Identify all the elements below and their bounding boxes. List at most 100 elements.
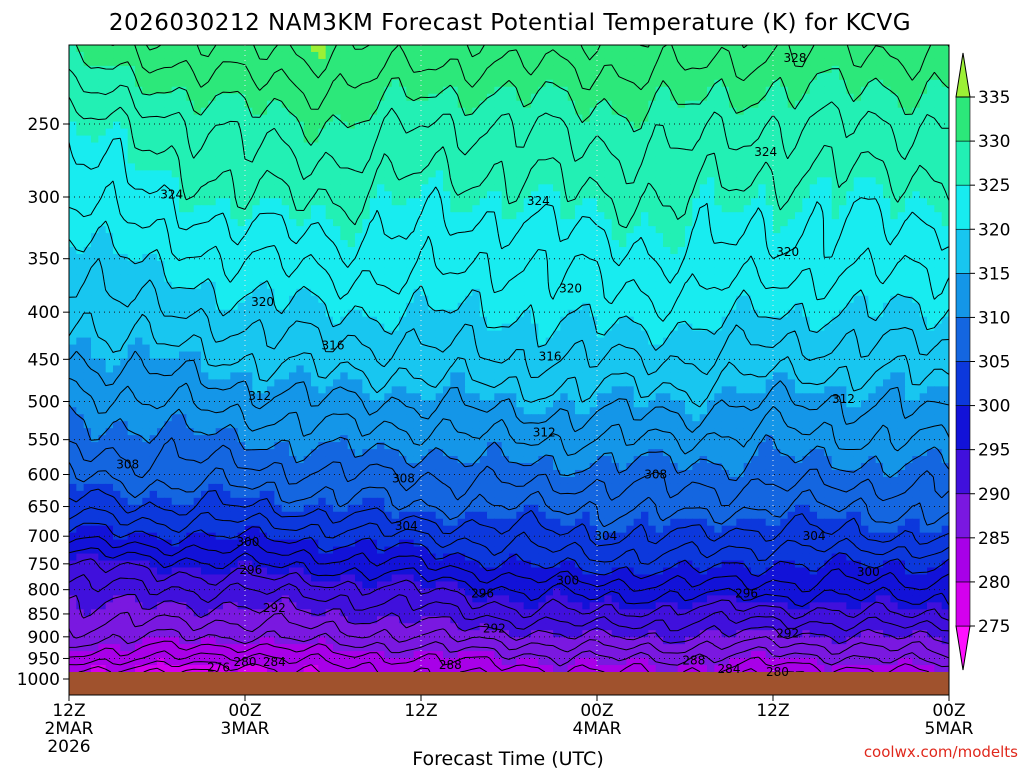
theta-fill-cell xyxy=(355,316,363,325)
theta-fill-cell xyxy=(472,316,481,325)
theta-fill-cell xyxy=(76,226,85,234)
theta-fill-cell xyxy=(399,121,407,130)
theta-fill-cell xyxy=(186,93,195,102)
theta-fill-cell xyxy=(934,260,943,269)
theta-fill-cell xyxy=(780,58,789,67)
theta-fill-cell xyxy=(751,45,759,53)
theta-fill-cell xyxy=(575,170,583,178)
theta-fill-cell xyxy=(692,219,701,227)
theta-fill-cell xyxy=(223,323,231,332)
theta-fill-cell xyxy=(428,323,437,332)
theta-fill-cell xyxy=(523,114,532,123)
theta-fill-cell xyxy=(179,260,187,269)
theta-fill-cell xyxy=(289,198,297,206)
theta-fill-cell xyxy=(619,163,627,171)
theta-fill-cell xyxy=(76,316,85,325)
theta-fill-cell xyxy=(347,72,356,81)
theta-fill-cell xyxy=(252,100,261,109)
theta-fill-cell xyxy=(450,212,459,220)
theta-fill-cell xyxy=(758,114,767,123)
theta-fill-cell xyxy=(780,254,789,262)
theta-fill-cell xyxy=(289,274,297,283)
theta-fill-cell xyxy=(846,288,855,297)
theta-fill-cell xyxy=(817,100,825,109)
theta-fill-cell xyxy=(83,107,92,116)
theta-fill-cell xyxy=(157,72,165,81)
theta-fill-cell xyxy=(795,79,803,88)
theta-fill-cell xyxy=(846,142,855,151)
theta-fill-cell xyxy=(685,302,693,311)
theta-fill-cell xyxy=(853,198,862,206)
theta-fill-cell xyxy=(509,281,517,290)
theta-fill-cell xyxy=(787,295,796,304)
theta-fill-cell xyxy=(780,226,789,234)
theta-fill-cell xyxy=(91,156,99,165)
theta-fill-cell xyxy=(406,58,415,67)
theta-fill-cell xyxy=(743,177,752,185)
theta-fill-cell xyxy=(941,295,949,304)
theta-fill-cell xyxy=(369,79,378,88)
theta-fill-cell xyxy=(186,107,195,116)
theta-fill-cell xyxy=(120,65,129,74)
theta-fill-cell xyxy=(670,72,679,81)
theta-fill-cell xyxy=(223,121,231,130)
theta-fill-cell xyxy=(391,205,400,213)
theta-fill-cell xyxy=(149,267,158,276)
theta-fill-cell xyxy=(868,316,877,325)
theta-fill-cell xyxy=(457,114,466,123)
theta-fill-cell xyxy=(333,65,341,74)
theta-fill-cell xyxy=(853,233,862,241)
theta-fill-cell xyxy=(105,247,114,255)
theta-fill-cell xyxy=(531,184,539,192)
theta-fill-cell xyxy=(494,149,503,158)
theta-fill-cell xyxy=(567,135,576,144)
theta-fill-cell xyxy=(831,295,840,304)
theta-fill-cell xyxy=(435,51,444,60)
theta-fill-cell xyxy=(127,323,136,332)
theta-fill-cell xyxy=(765,274,774,283)
theta-fill-cell xyxy=(428,254,437,262)
theta-fill-cell xyxy=(340,226,349,234)
theta-fill-cell xyxy=(934,135,943,144)
theta-fill-cell xyxy=(538,295,547,304)
theta-fill-cell xyxy=(325,240,334,248)
theta-fill-cell xyxy=(193,156,202,165)
theta-fill-cell xyxy=(142,156,151,165)
theta-fill-cell xyxy=(157,233,165,241)
theta-fill-cell xyxy=(787,142,796,151)
theta-fill-cell xyxy=(245,240,253,248)
theta-fill-cell xyxy=(149,316,158,325)
theta-fill-cell xyxy=(472,107,481,116)
theta-fill-cell xyxy=(707,121,715,130)
theta-fill-cell xyxy=(252,240,261,248)
theta-fill-cell xyxy=(311,191,319,199)
theta-fill-cell xyxy=(641,323,649,332)
theta-fill-cell xyxy=(487,149,495,158)
theta-fill-cell xyxy=(868,226,877,234)
theta-fill-cell xyxy=(450,240,459,248)
theta-fill-cell xyxy=(846,233,855,241)
theta-fill-cell xyxy=(230,226,239,234)
theta-fill-cell xyxy=(208,149,217,158)
theta-fill-cell xyxy=(237,212,246,220)
theta-fill-cell xyxy=(582,100,591,109)
theta-fill-cell xyxy=(69,184,77,192)
theta-fill-cell xyxy=(113,128,121,137)
theta-fill-cell xyxy=(245,233,253,241)
theta-fill-cell xyxy=(567,219,576,227)
theta-fill-cell xyxy=(714,156,723,165)
theta-fill-cell xyxy=(76,142,85,151)
theta-fill-cell xyxy=(707,254,715,262)
theta-fill-cell xyxy=(149,51,158,60)
theta-fill-cell xyxy=(281,107,290,116)
theta-fill-cell xyxy=(531,72,539,81)
theta-fill-cell xyxy=(765,295,774,304)
theta-fill-cell xyxy=(795,170,803,178)
theta-fill-cell xyxy=(69,45,77,53)
theta-fill-cell xyxy=(149,79,158,88)
theta-fill-cell xyxy=(311,58,319,67)
theta-fill-cell xyxy=(296,93,305,102)
theta-fill-cell xyxy=(824,93,833,102)
theta-fill-cell xyxy=(171,142,180,151)
theta-fill-cell xyxy=(905,86,913,95)
